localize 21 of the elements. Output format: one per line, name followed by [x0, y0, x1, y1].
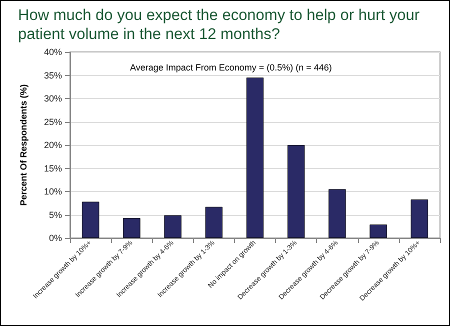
- y-tick-label: 10%: [44, 186, 62, 196]
- y-tick-label: 0%: [48, 233, 62, 243]
- y-axis-title: Percent Of Respondents (%): [18, 84, 28, 206]
- bar: [328, 189, 346, 238]
- bar: [123, 218, 140, 238]
- bar: [164, 215, 182, 238]
- y-tick-label: 5%: [48, 210, 62, 220]
- bar: [287, 145, 305, 238]
- chart-title: How much do you expect the economy to help or hurt your patient volume in the next 12 months?: [18, 6, 420, 44]
- y-tick-label: 35%: [44, 70, 62, 80]
- bar: [410, 199, 428, 238]
- bar: [246, 78, 264, 238]
- bar: [205, 206, 223, 238]
- y-tick-label: 15%: [44, 163, 62, 174]
- bar: [370, 224, 387, 238]
- y-tick-label: 30%: [44, 94, 62, 104]
- y-tick-label: 20%: [44, 140, 62, 150]
- bar: [82, 202, 100, 238]
- y-tick-label: 25%: [44, 116, 62, 127]
- annotation: Average Impact From Economy = (0.5%) (n = 446): [130, 62, 332, 72]
- y-tick-label: 40%: [44, 47, 62, 57]
